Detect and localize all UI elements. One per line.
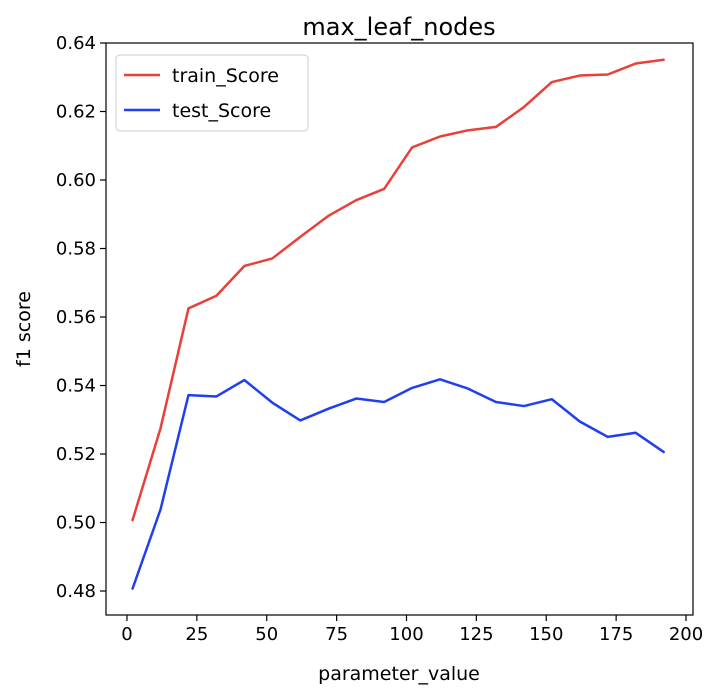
x-tick-label: 125 <box>459 624 493 645</box>
x-axis-label: parameter_value <box>318 663 480 685</box>
y-tick-label: 0.62 <box>56 102 96 123</box>
x-tick-label: 175 <box>599 624 633 645</box>
y-tick-label: 0.50 <box>56 513 96 534</box>
x-tick-label: 100 <box>389 624 423 645</box>
x-tick-label: 25 <box>185 624 208 645</box>
legend-box <box>115 54 309 132</box>
x-tick-label: 150 <box>529 624 563 645</box>
y-tick-label: 0.48 <box>56 581 96 602</box>
x-tick-label: 50 <box>255 624 278 645</box>
x-tick-label: 200 <box>669 624 703 645</box>
y-tick-label: 0.58 <box>56 239 96 260</box>
y-tick-label: 0.56 <box>56 307 96 328</box>
y-tick-label: 0.64 <box>56 33 96 54</box>
x-tick-label: 75 <box>325 624 348 645</box>
plot-area: 0 25 50 75 100 125 150 175 200 0.48 0.50 0.52 0.54 0.… <box>56 33 703 645</box>
legend-label-test: test_Score <box>172 100 271 122</box>
legend-label-train: train_Score <box>172 65 279 87</box>
train-score-line <box>131 58 665 522</box>
chart-title: max_leaf_nodes <box>302 13 495 41</box>
y-tick-label: 0.54 <box>56 376 96 397</box>
y-tick-label: 0.60 <box>56 170 96 191</box>
y-axis-label: f1 score <box>13 291 35 367</box>
x-tick-label: 0 <box>121 624 132 645</box>
legend: train_Score test_Score <box>115 54 309 132</box>
test-score-line <box>131 378 665 590</box>
y-tick-label: 0.52 <box>56 444 96 465</box>
axes-frame <box>105 42 694 616</box>
